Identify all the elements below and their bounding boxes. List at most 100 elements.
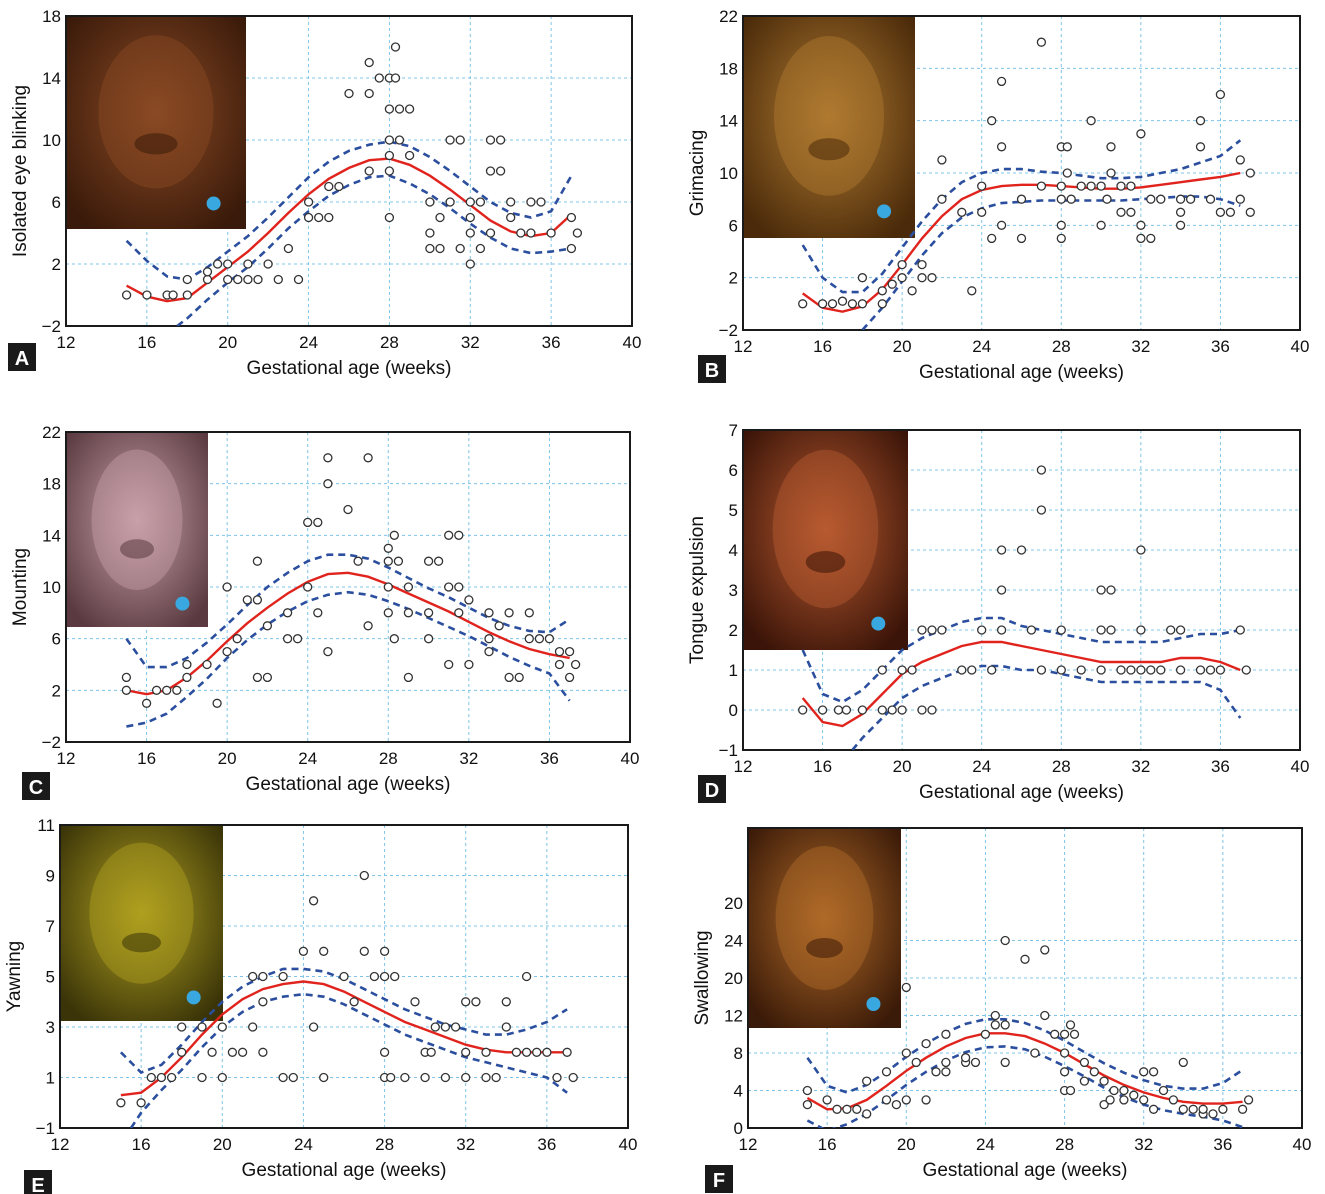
upper-confidence-band bbox=[801, 616, 1241, 704]
data-point bbox=[534, 634, 545, 644]
data-point bbox=[877, 286, 887, 296]
panel-letter-box bbox=[698, 355, 726, 383]
data-point bbox=[319, 946, 329, 956]
data-point bbox=[817, 299, 828, 309]
data-point bbox=[501, 1022, 511, 1032]
data-point bbox=[379, 1047, 390, 1057]
upper-confidence-band bbox=[806, 1018, 1244, 1094]
x-tick-label: 40 bbox=[621, 749, 640, 768]
data-point bbox=[1129, 1090, 1139, 1100]
data-point bbox=[303, 517, 313, 528]
data-point bbox=[917, 259, 927, 270]
data-point bbox=[389, 634, 399, 644]
y-tick-label: 22 bbox=[719, 7, 738, 26]
data-point bbox=[1059, 1048, 1070, 1058]
data-point bbox=[1156, 665, 1166, 675]
x-tick-label: 36 bbox=[1211, 757, 1230, 776]
data-point bbox=[233, 274, 243, 285]
inset-photo bbox=[66, 16, 246, 229]
data-point bbox=[423, 634, 434, 644]
data-point bbox=[404, 104, 415, 114]
data-point bbox=[504, 672, 514, 683]
data-point bbox=[911, 1057, 921, 1068]
data-point bbox=[1016, 545, 1027, 555]
data-point bbox=[217, 1022, 227, 1032]
data-point bbox=[390, 73, 401, 83]
data-point bbox=[1235, 194, 1245, 204]
data-point bbox=[363, 453, 373, 463]
y-tick-label: 20 bbox=[724, 969, 743, 988]
data-point bbox=[1126, 207, 1136, 217]
x-tick-label: 36 bbox=[537, 1135, 556, 1154]
data-point bbox=[364, 88, 374, 99]
data-point bbox=[464, 659, 474, 670]
data-point bbox=[1175, 194, 1186, 204]
data-point bbox=[258, 997, 268, 1007]
data-point bbox=[384, 104, 395, 114]
y-tick-label: −2 bbox=[42, 317, 61, 336]
lower-confidence-band bbox=[851, 664, 1242, 750]
data-point bbox=[1096, 181, 1106, 191]
inset-photo-face-shape bbox=[89, 842, 194, 984]
data-point bbox=[1050, 1029, 1060, 1039]
panel-letter-text: F bbox=[713, 1170, 725, 1192]
data-point bbox=[464, 595, 474, 605]
panel-letter-text: B bbox=[705, 360, 719, 382]
data-point bbox=[977, 181, 987, 191]
data-point bbox=[344, 88, 354, 99]
data-point bbox=[484, 634, 494, 644]
data-point bbox=[485, 166, 496, 176]
data-point bbox=[369, 971, 380, 982]
data-point bbox=[156, 1072, 167, 1083]
data-point bbox=[506, 212, 516, 223]
y-tick-label: 1 bbox=[46, 1069, 55, 1088]
data-point bbox=[802, 1085, 813, 1096]
data-point bbox=[182, 274, 192, 285]
y-tick-label: 7 bbox=[46, 917, 55, 936]
y-tick-label: 0 bbox=[729, 701, 738, 720]
panel-f: 12 16 20 24 28 32 36 40 0 4 8 12 20 24 20 Gestational a… bbox=[692, 827, 1311, 1193]
y-tick-label: 5 bbox=[729, 501, 738, 520]
data-point bbox=[207, 1047, 217, 1057]
data-point bbox=[146, 1072, 156, 1083]
inset-photo-marker-icon bbox=[186, 990, 201, 1005]
x-tick-label: 32 bbox=[1131, 337, 1150, 356]
data-point bbox=[1096, 625, 1106, 635]
data-point bbox=[917, 705, 927, 715]
data-point bbox=[227, 1047, 238, 1057]
data-point bbox=[544, 634, 555, 644]
data-point bbox=[852, 1104, 862, 1114]
data-point bbox=[484, 646, 494, 657]
data-point bbox=[1185, 194, 1196, 204]
data-point bbox=[996, 220, 1007, 230]
data-point bbox=[308, 1022, 319, 1032]
data-point bbox=[182, 659, 192, 670]
y-tick-label: 4 bbox=[734, 1082, 743, 1101]
data-point bbox=[283, 243, 294, 254]
data-point bbox=[461, 997, 471, 1007]
inset-photo bbox=[748, 828, 901, 1028]
x-tick-label: 40 bbox=[619, 1135, 638, 1154]
data-point bbox=[907, 286, 917, 296]
data-point bbox=[1175, 625, 1186, 635]
x-tick-label: 16 bbox=[137, 749, 156, 768]
data-point bbox=[927, 705, 937, 715]
x-axis-label: Gestational age (weeks) bbox=[923, 1160, 1128, 1181]
data-point bbox=[957, 207, 967, 217]
data-point bbox=[494, 621, 504, 631]
data-point bbox=[491, 1072, 501, 1083]
data-point bbox=[996, 625, 1007, 635]
x-tick-label: 28 bbox=[375, 1135, 394, 1154]
data-point bbox=[475, 197, 486, 207]
fitted-curve bbox=[126, 157, 573, 303]
data-point bbox=[1241, 665, 1251, 675]
data-point bbox=[1158, 1085, 1169, 1096]
panel-letter: E bbox=[24, 1170, 52, 1194]
data-point bbox=[877, 705, 887, 715]
data-point bbox=[1175, 207, 1186, 217]
data-point bbox=[1215, 207, 1226, 217]
data-point bbox=[1059, 1029, 1070, 1039]
data-point bbox=[1106, 168, 1116, 178]
data-point bbox=[996, 142, 1007, 152]
data-point bbox=[323, 453, 333, 463]
